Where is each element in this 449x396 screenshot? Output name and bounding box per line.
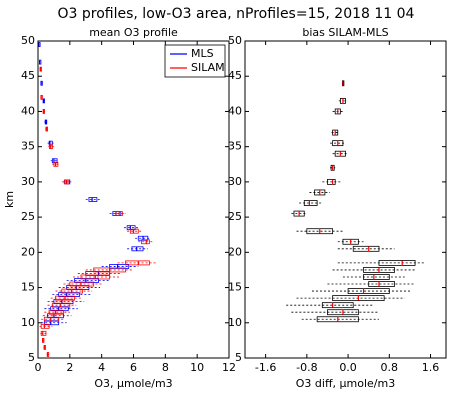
plot-frame [244, 40, 447, 359]
x-tick-label: 0.8 [381, 361, 399, 374]
x-tick-label: 8 [162, 361, 169, 374]
y-tick-label: 15 [228, 281, 242, 294]
x-tick-label: 0.0 [339, 361, 357, 374]
box [58, 292, 80, 298]
y-tick-label: 20 [21, 245, 35, 258]
box [74, 278, 99, 283]
x-tick-label: 10 [190, 361, 204, 374]
box [125, 260, 150, 266]
y-tick-label: 25 [21, 210, 35, 223]
y-tick-label: 40 [21, 104, 35, 117]
y-tick-label: 45 [21, 69, 35, 82]
x-tick-label: -0.8 [296, 361, 317, 374]
box [327, 178, 336, 185]
legend-label: MLS [191, 47, 214, 60]
box [61, 288, 83, 294]
box [50, 306, 69, 312]
box [129, 228, 139, 234]
box [378, 259, 416, 266]
box [40, 323, 50, 329]
box [321, 302, 354, 309]
y-tick-label: 50 [21, 34, 35, 47]
legend-label: SILAM [191, 61, 225, 74]
subplot-title: bias SILAM-MLS [302, 26, 388, 39]
box [363, 274, 390, 280]
y-tick-label: 10 [21, 316, 35, 329]
figure-title: O3 profiles, low-O3 area, nProfiles=15, … [58, 6, 415, 22]
box [126, 225, 136, 231]
box [66, 285, 90, 290]
box [69, 281, 95, 287]
y-tick-label: 10 [228, 316, 242, 329]
box [51, 158, 58, 164]
y-tick-label: 50 [228, 34, 242, 47]
box [303, 200, 318, 206]
subplot-title: mean O3 profile [89, 26, 178, 39]
box [352, 245, 380, 252]
x-tick-label: 0 [35, 361, 42, 374]
box [88, 197, 98, 202]
box [40, 330, 47, 336]
y-tick-label: 15 [21, 281, 35, 294]
y-axis-label: km [3, 191, 16, 208]
plot-frame [37, 40, 230, 359]
y-tick-label: 5 [28, 351, 35, 364]
box [43, 320, 60, 326]
x-axis-label: O3 diff, μmole/m3 [296, 377, 395, 390]
box [109, 264, 130, 269]
legend-box [164, 44, 226, 78]
box [85, 271, 111, 276]
x-tick-label: 6 [130, 361, 137, 374]
x-tick-label: -1.6 [255, 361, 276, 374]
x-tick-label: 4 [98, 361, 105, 374]
x-tick-label: 2 [66, 361, 73, 374]
x-tick-label: 1.6 [422, 361, 440, 374]
box [347, 288, 390, 294]
y-tick-label: 25 [228, 210, 242, 223]
box [53, 299, 74, 305]
y-tick-label: 30 [21, 175, 35, 188]
box [131, 246, 144, 252]
y-tick-label: 5 [235, 351, 242, 364]
box [141, 239, 150, 245]
box [43, 316, 60, 322]
box [48, 309, 64, 315]
y-tick-label: 45 [228, 69, 242, 82]
y-tick-label: 30 [228, 175, 242, 188]
x-tick-label: 12 [222, 361, 236, 374]
x-axis-label: O3, μmole/m3 [94, 377, 172, 390]
box [368, 281, 395, 287]
box [51, 302, 71, 308]
y-tick-label: 20 [228, 245, 242, 258]
y-tick-label: 40 [228, 104, 242, 117]
y-tick-label: 35 [21, 140, 35, 153]
y-tick-label: 35 [228, 140, 242, 153]
